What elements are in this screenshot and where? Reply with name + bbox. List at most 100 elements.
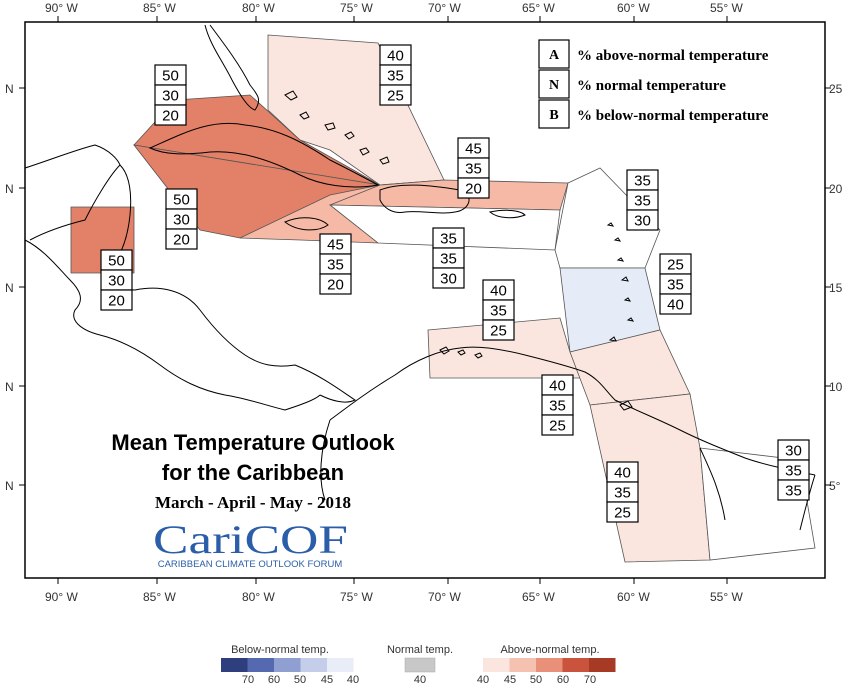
lat-label: N [5,82,14,96]
prob-value-above: 35 [440,231,457,248]
colorbar-tick: 45 [504,674,516,684]
prob-value-above: 45 [327,237,344,254]
prob-value-above: 40 [490,283,507,300]
colorbar-swatch [536,658,563,672]
colorbar-below-swatches [221,658,354,672]
title-line1: Mean Temperature Outlook [111,430,395,455]
lon-label: 70° W [428,1,461,15]
lon-label: 90° W [45,1,78,15]
prob-value-below: 40 [667,297,684,314]
colorbar-tick: 40 [414,674,426,684]
lon-label: 55° W [710,590,743,604]
lon-label: 85° W [143,590,176,604]
prob-value-normal: 35 [549,398,566,415]
prob-box-below [379,84,412,106]
prob-value-below: 20 [465,181,482,198]
colorbar-normal-title: Normal temp. [387,644,453,656]
axis-ticks [19,16,831,584]
prob-value-below: 30 [634,213,651,230]
colorbar-tick: 50 [530,674,542,684]
legend-letter-b: B [549,108,558,123]
legend-text-above: % above-normal temperature [577,48,769,64]
prob-value-above: 50 [108,253,125,270]
title-block: Mean Temperature Outlook for the Caribbe… [111,430,395,512]
lon-label: 60° W [617,1,650,15]
colorbar-tick: 70 [242,674,254,684]
colorbar-swatch [327,658,354,672]
prob-value-above: 40 [387,48,404,65]
lon-label: 70° W [428,590,461,604]
prob-value-normal: 35 [614,485,631,502]
lat-label: 20 [829,182,843,196]
season-label: March - April - May - 2018 [155,493,351,512]
lon-label: 85° W [143,1,176,15]
prob-value-below: 25 [387,88,404,105]
prob-box-below [541,414,574,436]
prob-box-below [165,228,198,250]
legend-text-below: % below-normal temperature [577,108,769,124]
lon-label: 80° W [242,590,275,604]
lon-label: 75° W [340,590,373,604]
prob-value-normal: 35 [440,251,457,268]
prob-value-below: 20 [108,293,125,310]
colorbar-tick: 40 [347,674,359,684]
prob-value-below: 20 [173,232,190,249]
prob-value-below: 20 [327,277,344,294]
prob-value-below: 25 [614,505,631,522]
prob-box-below [432,267,465,289]
lat-label: N [5,281,14,295]
logo-text: CariCOF [153,517,348,562]
prob-value-above: 30 [785,443,802,460]
prob-box-below [482,319,515,341]
prob-value-normal: 35 [327,257,344,274]
prob-value-normal: 35 [667,277,684,294]
lat-labels-right: 25 20 15 10 5° [829,82,843,493]
colorbar-swatch [221,658,248,672]
colorbar-tick: 70 [584,674,596,684]
probability-boxes: 40 35 25 50 30 20 50 30 20 45 35 20 50 30 20 45 35 20 35 35… [100,44,810,523]
colorbar-tick: 60 [557,674,569,684]
prob-box-below [457,177,490,199]
prob-value-below: 30 [440,271,457,288]
lon-label: 65° W [522,1,555,15]
colorbar-above-ticks: 40 45 50 60 70 [477,674,596,684]
lon-label: 75° W [340,1,373,15]
prob-value-normal: 35 [490,303,507,320]
lat-label: N [5,380,14,394]
colorbar-swatch [509,658,536,672]
prob-box-below [626,209,659,231]
prob-value-normal: 35 [465,161,482,178]
colorbar-tick: 60 [268,674,280,684]
lon-labels-top: 90° W 85° W 80° W 75° W 70° W 65° W 60° … [45,1,743,15]
lat-labels-left: N N N N N [5,82,14,493]
prob-value-normal: 30 [108,273,125,290]
colorbar-above-title: Above-normal temp. [500,644,599,656]
colorbar-tick: 50 [294,674,306,684]
colorbar-swatch [247,658,274,672]
lon-label: 80° W [242,1,275,15]
coastlines [24,24,816,531]
legend-letter-a: A [549,48,560,63]
colorbar-below-title: Below-normal temp. [231,644,329,656]
logo-subtitle: CARIBBEAN CLIMATE OUTLOOK FORUM [158,559,343,570]
prob-box-below [319,273,352,295]
colorbar: Below-normal temp. Normal temp. Above-no… [221,644,616,684]
colorbar-swatch [274,658,301,672]
lat-label: 15 [829,281,843,295]
prob-value-above: 40 [614,465,631,482]
legend-letter-n: N [549,78,559,93]
colorbar-tick: 40 [477,674,489,684]
prob-value-above: 45 [465,141,482,158]
lat-label: 5° [829,479,841,493]
lat-label: 10 [829,380,843,394]
lat-label: 25 [829,82,843,96]
prob-value-above: 35 [634,173,651,190]
prob-box-below [659,293,692,315]
prob-box-below [154,104,187,126]
prob-value-below: 25 [490,323,507,340]
colorbar-above-swatches [483,658,616,672]
prob-value-normal: 30 [162,88,179,105]
legend-text-normal: % normal temperature [577,78,726,94]
prob-value-below: 35 [785,483,802,500]
